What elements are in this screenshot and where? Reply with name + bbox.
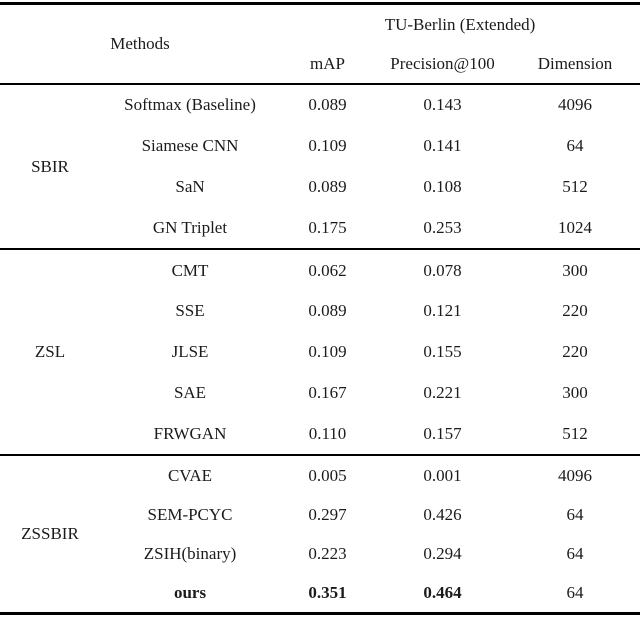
precision-value: 0.121 xyxy=(423,301,462,321)
map-value: 0.167 xyxy=(308,382,347,402)
group-divider-rule xyxy=(0,248,640,251)
map-value: 0.005 xyxy=(308,465,347,485)
method-cell-ours: ours xyxy=(173,582,207,602)
group-divider-rule xyxy=(0,454,640,457)
header-rule xyxy=(0,83,640,85)
dimension-value: 220 xyxy=(562,301,588,321)
precision-value: 0.141 xyxy=(423,136,462,156)
method-cell: ZSIH(binary) xyxy=(143,543,237,563)
map-value: 0.175 xyxy=(308,217,347,237)
top-rule xyxy=(0,2,640,5)
column-header-dimension: Dimension xyxy=(537,54,613,73)
group-zsl: ZSL CMT 0.062 0.078 300 SSE 0.089 0.121 … xyxy=(0,250,640,454)
method-cell: CVAE xyxy=(167,465,213,485)
methods-column-header: Methods xyxy=(110,34,170,53)
map-value: 0.089 xyxy=(308,95,347,115)
group-label: ZSSBIR xyxy=(21,524,79,544)
dimension-value: 220 xyxy=(562,342,588,362)
precision-value: 0.155 xyxy=(423,342,462,362)
precision-value: 0.143 xyxy=(423,95,462,115)
dimension-value: 512 xyxy=(562,176,588,196)
dimension-value: 1024 xyxy=(558,217,592,237)
precision-value: 0.078 xyxy=(423,260,462,280)
group-zssbir: ZSSBIR CVAE 0.005 0.001 4096 SEM-PCYC 0.… xyxy=(0,456,640,612)
dimension-value: 64 xyxy=(566,136,584,156)
dataset-group-header: TU-Berlin (Extended) xyxy=(384,15,536,34)
dimension-value: 4096 xyxy=(558,465,592,485)
map-value: 0.109 xyxy=(308,136,347,156)
map-value: 0.109 xyxy=(308,342,347,362)
map-value: 0.297 xyxy=(308,504,347,524)
method-cell: CMT xyxy=(171,260,209,280)
method-cell: JLSE xyxy=(171,342,209,362)
dimension-value: 300 xyxy=(562,260,588,280)
precision-value: 0.001 xyxy=(423,465,462,485)
dimension-value: 64 xyxy=(566,543,584,563)
method-cell: FRWGAN xyxy=(153,423,227,443)
dimension-value: 64 xyxy=(566,582,584,602)
precision-value-ours: 0.464 xyxy=(423,582,462,602)
column-header-map: mAP xyxy=(310,54,345,73)
group-label: ZSL xyxy=(34,342,66,362)
group-label: SBIR xyxy=(31,156,69,176)
dimension-value: 300 xyxy=(562,382,588,402)
table-header: Methods TU-Berlin (Extended) mAP Precisi… xyxy=(0,5,640,83)
dimension-value: 4096 xyxy=(558,95,592,115)
map-value: 0.089 xyxy=(308,176,347,196)
column-header-precision: Precision@100 xyxy=(390,54,495,73)
method-cell: Siamese CNN xyxy=(141,136,239,156)
dimension-value: 64 xyxy=(566,504,584,524)
method-cell: Softmax (Baseline) xyxy=(124,95,256,115)
method-cell: SAE xyxy=(173,382,207,402)
precision-value: 0.221 xyxy=(423,382,462,402)
method-cell: SSE xyxy=(175,301,205,321)
map-value: 0.062 xyxy=(308,260,347,280)
precision-value: 0.157 xyxy=(423,423,462,443)
map-value: 0.110 xyxy=(308,423,347,443)
method-cell: SaN xyxy=(175,176,205,196)
method-cell: SEM-PCYC xyxy=(147,504,233,524)
precision-value: 0.294 xyxy=(423,543,462,563)
precision-value: 0.426 xyxy=(423,504,462,524)
map-value: 0.223 xyxy=(308,543,347,563)
dimension-value: 512 xyxy=(562,423,588,443)
map-value-ours: 0.351 xyxy=(308,582,347,602)
precision-value: 0.108 xyxy=(423,176,462,196)
method-cell: GN Triplet xyxy=(152,217,228,237)
group-sbir: SBIR Softmax (Baseline) 0.089 0.143 4096… xyxy=(0,85,640,248)
map-value: 0.089 xyxy=(308,301,347,321)
precision-value: 0.253 xyxy=(423,217,462,237)
bottom-rule xyxy=(0,612,640,616)
